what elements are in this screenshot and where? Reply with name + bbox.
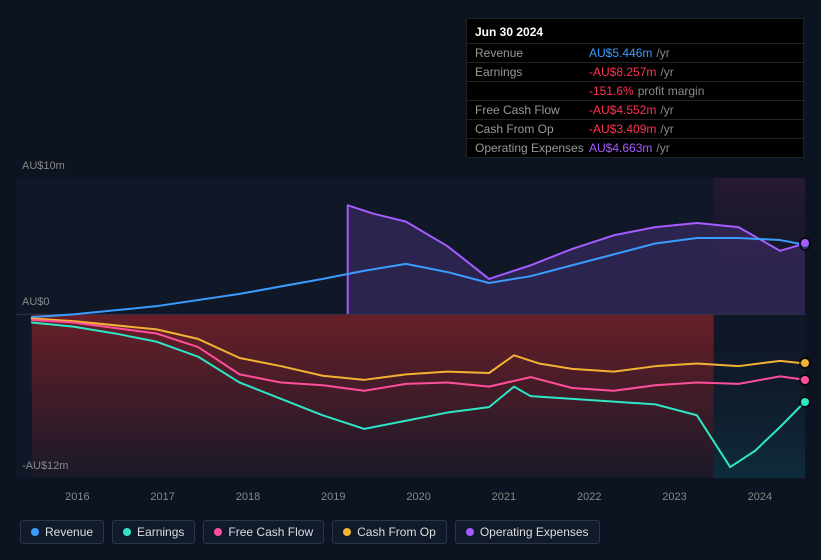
x-axis-label: 2018	[236, 491, 260, 503]
tooltip-row-value: -151.6%	[589, 84, 634, 98]
series-end-dot-fcf	[801, 376, 809, 384]
tooltip-row-label: Operating Expenses	[475, 141, 589, 155]
tooltip-row: RevenueAU$5.446m/yr	[467, 43, 803, 62]
legend-dot-icon	[343, 528, 351, 536]
series-end-dot-earnings	[801, 398, 809, 406]
tooltip-row-value: AU$5.446m	[589, 46, 652, 60]
y-axis-label: AU$0	[22, 296, 50, 308]
x-axis-label: 2020	[406, 491, 430, 503]
legend-dot-icon	[466, 528, 474, 536]
legend-item-fcf[interactable]: Free Cash Flow	[203, 520, 324, 544]
legend-item-label: Operating Expenses	[480, 525, 589, 539]
tooltip-row: Operating ExpensesAU$4.663m/yr	[467, 138, 803, 157]
tooltip-title: Jun 30 2024	[467, 23, 803, 43]
legend-item-revenue[interactable]: Revenue	[20, 520, 104, 544]
legend-item-label: Free Cash Flow	[228, 525, 313, 539]
legend: Revenue Earnings Free Cash Flow Cash From O…	[20, 520, 600, 544]
legend-item-cfo[interactable]: Cash From Op	[332, 520, 447, 544]
tooltip-row-suffix: /yr	[660, 122, 673, 136]
x-axis-label: 2017	[150, 491, 174, 503]
tooltip-row-suffix: /yr	[656, 46, 669, 60]
tooltip-row-value: -AU$4.552m	[589, 103, 656, 117]
legend-item-earnings[interactable]: Earnings	[112, 520, 195, 544]
x-axis-label: 2019	[321, 491, 345, 503]
tooltip-row-suffix: /yr	[656, 141, 669, 155]
hover-tooltip: Jun 30 2024 RevenueAU$5.446m/yrEarnings-…	[466, 18, 804, 158]
tooltip-row-suffix: /yr	[660, 103, 673, 117]
y-axis-label: AU$10m	[22, 160, 65, 172]
x-axis-label: 2024	[748, 491, 772, 503]
legend-dot-icon	[214, 528, 222, 536]
tooltip-row-value: -AU$8.257m	[589, 65, 656, 79]
tooltip-row-suffix: /yr	[660, 65, 673, 79]
legend-item-label: Cash From Op	[357, 525, 436, 539]
tooltip-row-label: Cash From Op	[475, 122, 589, 136]
tooltip-row-suffix: profit margin	[638, 84, 705, 98]
tooltip-row: Free Cash Flow-AU$4.552m/yr	[467, 100, 803, 119]
tooltip-row-label: Free Cash Flow	[475, 103, 589, 117]
x-axis-label: 2023	[662, 491, 686, 503]
tooltip-row-label: Earnings	[475, 65, 589, 79]
tooltip-row: -151.6% profit margin	[467, 81, 803, 100]
tooltip-row-value: -AU$3.409m	[589, 122, 656, 136]
x-axis-label: 2022	[577, 491, 601, 503]
tooltip-row-value: AU$4.663m	[589, 141, 652, 155]
legend-item-label: Revenue	[45, 525, 93, 539]
legend-dot-icon	[123, 528, 131, 536]
tooltip-row: Cash From Op-AU$3.409m/yr	[467, 119, 803, 138]
tooltip-row: Earnings-AU$8.257m/yr	[467, 62, 803, 81]
y-axis-label: -AU$12m	[22, 460, 68, 472]
legend-item-label: Earnings	[137, 525, 184, 539]
legend-dot-icon	[31, 528, 39, 536]
x-axis-label: 2016	[65, 491, 89, 503]
x-axis-label: 2021	[492, 491, 516, 503]
legend-item-opex[interactable]: Operating Expenses	[455, 520, 600, 544]
tooltip-row-label: Revenue	[475, 46, 589, 60]
